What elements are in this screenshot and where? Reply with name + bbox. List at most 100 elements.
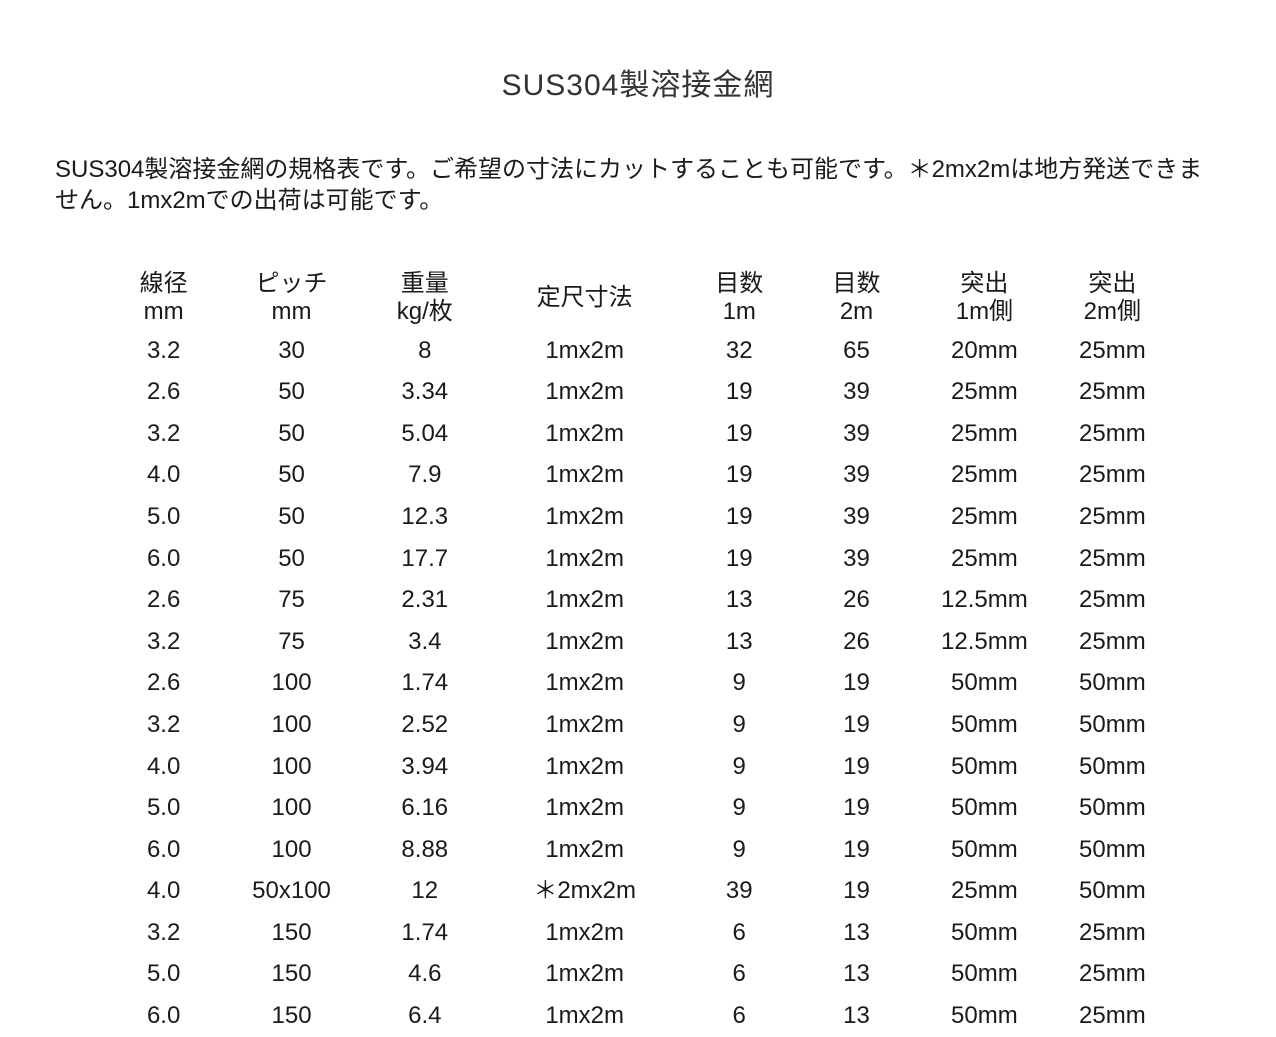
table-cell: 9 — [681, 787, 798, 829]
table-cell: 1mx2m — [489, 454, 681, 496]
table-cell: 25mm — [1054, 454, 1171, 496]
table-cell: 150 — [222, 953, 361, 995]
table-cell: 150 — [222, 912, 361, 954]
table-cell: 50mm — [1054, 662, 1171, 704]
table-cell: 25mm — [1054, 413, 1171, 455]
table-cell: 50mm — [1054, 746, 1171, 788]
table-header-cell: 定尺寸法 — [489, 266, 681, 329]
table-cell: 50 — [222, 538, 361, 580]
header-label-line2: 1m — [687, 298, 792, 326]
table-cell: 100 — [222, 746, 361, 788]
spec-table-wrapper: 線径mmピッチmm重量kg/枚定尺寸法目数1m目数2m突出1m側突出2m側 3.… — [50, 266, 1226, 1036]
table-header-cell: 突出2m側 — [1054, 266, 1171, 329]
table-cell: 6.4 — [361, 995, 489, 1037]
table-row: 6.01008.881mx2m91950mm50mm — [105, 829, 1171, 871]
table-row: 2.6752.311mx2m132612.5mm25mm — [105, 579, 1171, 621]
table-cell: 1mx2m — [489, 829, 681, 871]
table-header-cell: 目数2m — [798, 266, 915, 329]
table-cell: 4.0 — [105, 870, 222, 912]
table-cell: 150 — [222, 995, 361, 1037]
table-cell: 6 — [681, 995, 798, 1037]
table-cell: 39 — [798, 413, 915, 455]
table-cell: 3.2 — [105, 621, 222, 663]
table-cell: 50mm — [1054, 829, 1171, 871]
table-cell: 50x100 — [222, 870, 361, 912]
table-cell: 75 — [222, 579, 361, 621]
table-cell: 3.4 — [361, 621, 489, 663]
table-cell: 26 — [798, 621, 915, 663]
table-cell: 3.2 — [105, 413, 222, 455]
table-cell: 1mx2m — [489, 579, 681, 621]
table-header-cell: 目数1m — [681, 266, 798, 329]
header-label-line2: mm — [111, 298, 216, 326]
table-cell: 3.2 — [105, 330, 222, 372]
header-label-line1: 重量 — [367, 270, 483, 298]
page-title: SUS304製溶接金網 — [50, 60, 1226, 104]
header-label-line2: 1m側 — [921, 298, 1048, 326]
table-cell: 12.5mm — [915, 579, 1054, 621]
header-label-line1: 突出 — [921, 270, 1048, 298]
table-cell: 6.0 — [105, 538, 222, 580]
table-cell: 50mm — [1054, 870, 1171, 912]
header-label-line1: ピッチ — [228, 270, 355, 298]
table-cell: 1mx2m — [489, 621, 681, 663]
table-cell: 50mm — [915, 912, 1054, 954]
table-row: 3.21002.521mx2m91950mm50mm — [105, 704, 1171, 746]
table-cell: 50mm — [915, 662, 1054, 704]
table-body: 3.23081mx2m326520mm25mm2.6503.341mx2m193… — [105, 330, 1171, 1037]
table-cell: 50mm — [1054, 787, 1171, 829]
table-row: 4.0507.91mx2m193925mm25mm — [105, 454, 1171, 496]
table-row: 4.01003.941mx2m91950mm50mm — [105, 746, 1171, 788]
table-cell: 19 — [681, 538, 798, 580]
table-cell: 1.74 — [361, 662, 489, 704]
table-cell: 6.0 — [105, 829, 222, 871]
table-cell: 39 — [798, 496, 915, 538]
header-label-line2: 2m側 — [1060, 298, 1165, 326]
table-cell: 50mm — [915, 746, 1054, 788]
table-cell: 9 — [681, 662, 798, 704]
table-row: 5.01504.61mx2m61350mm25mm — [105, 953, 1171, 995]
table-cell: 50mm — [1054, 704, 1171, 746]
table-cell: 1mx2m — [489, 746, 681, 788]
table-cell: 39 — [798, 538, 915, 580]
table-cell: 3.34 — [361, 371, 489, 413]
table-cell: 50 — [222, 496, 361, 538]
table-cell: 50mm — [915, 787, 1054, 829]
table-row: 2.61001.741mx2m91950mm50mm — [105, 662, 1171, 704]
header-label-line1: 目数 — [687, 270, 792, 298]
table-cell: 25mm — [1054, 371, 1171, 413]
table-cell: 26 — [798, 579, 915, 621]
table-cell: 25mm — [915, 413, 1054, 455]
table-cell: 19 — [798, 829, 915, 871]
table-cell: 13 — [681, 579, 798, 621]
table-cell: 50mm — [915, 704, 1054, 746]
table-cell: 1mx2m — [489, 953, 681, 995]
table-header-cell: 重量kg/枚 — [361, 266, 489, 329]
table-cell: 25mm — [1054, 496, 1171, 538]
table-cell: 13 — [681, 621, 798, 663]
table-cell: 25mm — [915, 538, 1054, 580]
table-cell: 25mm — [1054, 953, 1171, 995]
table-row: 3.21501.741mx2m61350mm25mm — [105, 912, 1171, 954]
table-header-cell: 突出1m側 — [915, 266, 1054, 329]
table-cell: 19 — [681, 496, 798, 538]
header-label-line2: 2m — [804, 298, 909, 326]
table-cell: 2.6 — [105, 579, 222, 621]
table-cell: 19 — [681, 454, 798, 496]
header-label-line1: 目数 — [804, 270, 909, 298]
table-cell: 5.04 — [361, 413, 489, 455]
header-label-line2: mm — [228, 298, 355, 326]
table-cell: 39 — [798, 371, 915, 413]
header-label-line1: 線径 — [111, 270, 216, 298]
table-cell: 25mm — [1054, 621, 1171, 663]
table-header-cell: ピッチmm — [222, 266, 361, 329]
table-cell: 39 — [681, 870, 798, 912]
table-cell: 100 — [222, 662, 361, 704]
table-cell: 4.0 — [105, 454, 222, 496]
table-row: 6.05017.71mx2m193925mm25mm — [105, 538, 1171, 580]
table-cell: 65 — [798, 330, 915, 372]
table-cell: 5.0 — [105, 496, 222, 538]
header-label-line1: 突出 — [1060, 270, 1165, 298]
table-cell: 19 — [681, 413, 798, 455]
table-row: 4.050x10012＊2mx2m391925mm50mm — [105, 870, 1171, 912]
